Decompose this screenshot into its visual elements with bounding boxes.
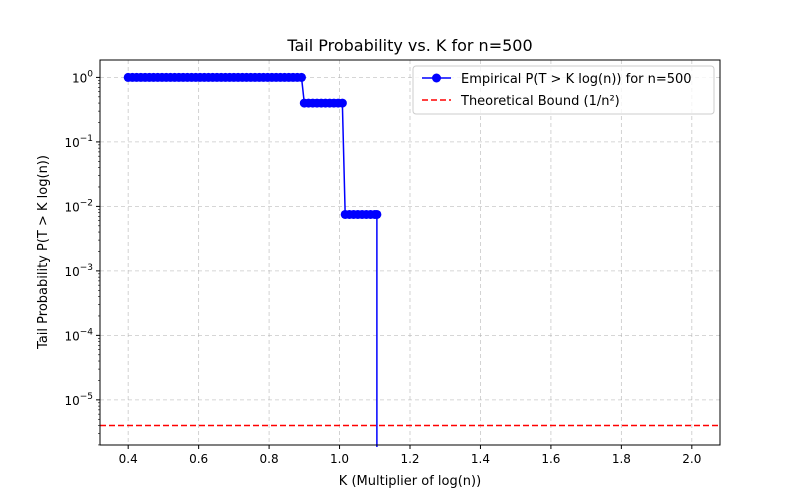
y-tick-label: 10−5 (64, 392, 93, 408)
empirical-point (297, 72, 306, 82)
empirical-point (337, 98, 347, 108)
x-tick-label: 1.2 (400, 452, 419, 466)
grid (100, 60, 720, 445)
x-tick-label: 0.6 (189, 452, 208, 466)
y-tick-label-base: 10 (64, 394, 79, 408)
y-tick-label-exponent: −3 (80, 263, 93, 273)
legend: Empirical P(T > K log(n)) for n=500 Theo… (412, 65, 715, 115)
y-tick-label-base: 10 (64, 265, 79, 279)
x-axis: 0.4 0.6 0.8 1.0 1.2 1.4 1.6 1.8 2.0 (119, 445, 701, 466)
y-tick-label: 10−3 (64, 263, 93, 279)
x-tick-label: 1.0 (330, 452, 349, 466)
x-tick-label: 2.0 (682, 452, 701, 466)
y-tick-label-base: 10 (64, 329, 79, 343)
x-tick-label: 0.8 (260, 452, 279, 466)
y-tick-label: 10−2 (64, 198, 93, 214)
y-tick-label-exponent: 0 (87, 69, 93, 79)
x-tick-label: 0.4 (119, 452, 138, 466)
y-tick-label-base: 10 (72, 71, 87, 85)
y-tick-label: 100 (72, 69, 93, 85)
y-tick-label-exponent: −1 (80, 134, 93, 144)
chart-title: Tail Probability vs. K for n=500 (286, 36, 532, 55)
y-tick-label-exponent: −5 (80, 392, 93, 402)
series-layer (100, 72, 720, 447)
y-tick-label: 10−1 (64, 134, 93, 150)
y-tick-label-base: 10 (64, 200, 79, 214)
x-tick-label: 1.8 (612, 452, 631, 466)
legend-box (412, 65, 715, 115)
y-axis-label: Tail Probability P(T > K log(n)) (36, 155, 51, 350)
x-tick-label: 1.4 (471, 452, 490, 466)
legend-empirical-marker (432, 73, 441, 83)
x-axis-label: K (Multiplier of log(n)) (339, 474, 481, 489)
empirical-point (372, 209, 382, 219)
y-tick-label-exponent: −4 (80, 327, 94, 337)
legend-bound-label: Theoretical Bound (1/n²) (460, 94, 620, 109)
x-tick-label: 1.6 (541, 452, 560, 466)
legend-empirical-label: Empirical P(T > K log(n)) for n=500 (461, 72, 692, 87)
y-tick-label: 10−4 (64, 327, 93, 343)
y-tick-label-exponent: −2 (80, 198, 93, 208)
y-tick-label-base: 10 (64, 136, 79, 150)
